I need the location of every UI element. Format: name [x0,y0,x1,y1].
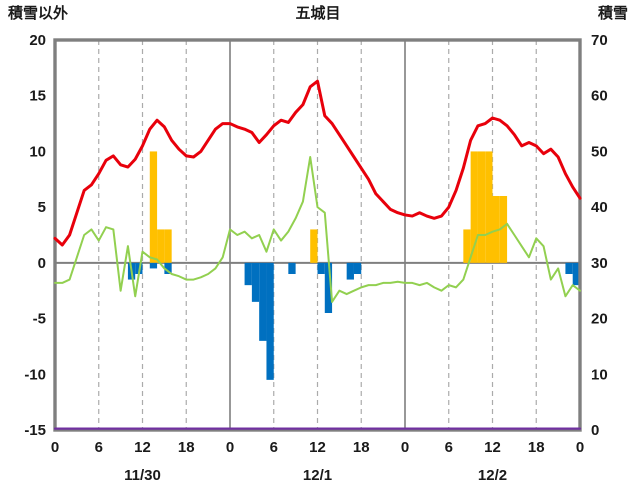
left-axis-tick: 15 [29,88,46,105]
blue-bars [127,262,580,380]
hour-tick: 12 [134,439,151,456]
blue-bars-bar [244,262,252,286]
hour-tick: 0 [401,439,409,456]
plot-border [53,38,582,432]
hour-tick: 18 [178,439,195,456]
orange-bars-bar [157,229,165,263]
orange-bars [149,151,508,263]
orange-bars-bar [463,229,471,263]
hour-tick: 0 [226,439,234,456]
right-axis-tick: 30 [591,255,608,272]
orange-bars-bar [149,151,158,263]
right-axis-title: 積雪 [597,4,628,22]
blue-bars-bar [266,262,274,380]
blue-bars-bar [353,262,362,274]
orange-bars-bar [485,151,493,263]
hour-tick: 12 [309,439,326,456]
left-axis-tick: -5 [33,311,46,328]
date-label: 11/30 [124,467,161,484]
right-axis-tick: 20 [591,311,608,328]
hour-tick: 0 [576,439,584,456]
right-axis-tick: 50 [591,143,608,160]
left-axis-title: 積雪以外 [7,4,68,22]
blue-bars-bar [572,262,580,286]
orange-bars-bar [470,151,478,263]
date-label: 12/2 [478,467,507,484]
hour-tick: 0 [51,439,59,456]
line-series [53,79,582,430]
left-axis-tick: 5 [38,199,46,216]
hour-tick: 12 [484,439,501,456]
hour-tick: 18 [528,439,545,456]
left-axis-tick: -10 [24,366,46,383]
orange-bars-bar [477,151,486,263]
blue-bars-bar [259,262,267,341]
plot-frame [53,38,582,432]
blue-bars-bar [251,262,260,302]
orange-bars-bar [492,196,500,263]
red-line [53,79,582,247]
blue-bars-bar [346,262,354,280]
orange-bars-bar [499,196,508,263]
orange-bars-bar [310,229,318,263]
hour-tick: 6 [270,439,278,456]
green-line [54,156,581,303]
bar-series [127,151,580,380]
date-label: 12/1 [303,467,332,484]
left-axis-tick: 10 [29,143,46,160]
right-axis-tick: 40 [591,199,608,216]
hour-tick: 6 [95,439,103,456]
orange-bars-bar [164,229,172,263]
blue-bars-bar [288,262,296,274]
right-axis-tick: 70 [591,32,608,49]
blue-bars-bar [164,262,172,274]
right-axis-tick: 10 [591,366,608,383]
left-axis-tick: 0 [38,255,46,272]
chart-title: 五城目 [295,4,340,22]
left-axis-tick: 20 [29,32,46,49]
blue-bars-bar [149,262,158,269]
blue-bars-bar [565,262,573,274]
right-axis-tick: 0 [591,422,599,439]
blue-bars-bar [317,262,325,274]
left-axis-tick: -15 [24,422,46,439]
hour-tick: 6 [445,439,453,456]
right-axis-tick: 60 [591,88,608,105]
blue-bars-bar [324,262,333,313]
hour-tick: 18 [353,439,370,456]
